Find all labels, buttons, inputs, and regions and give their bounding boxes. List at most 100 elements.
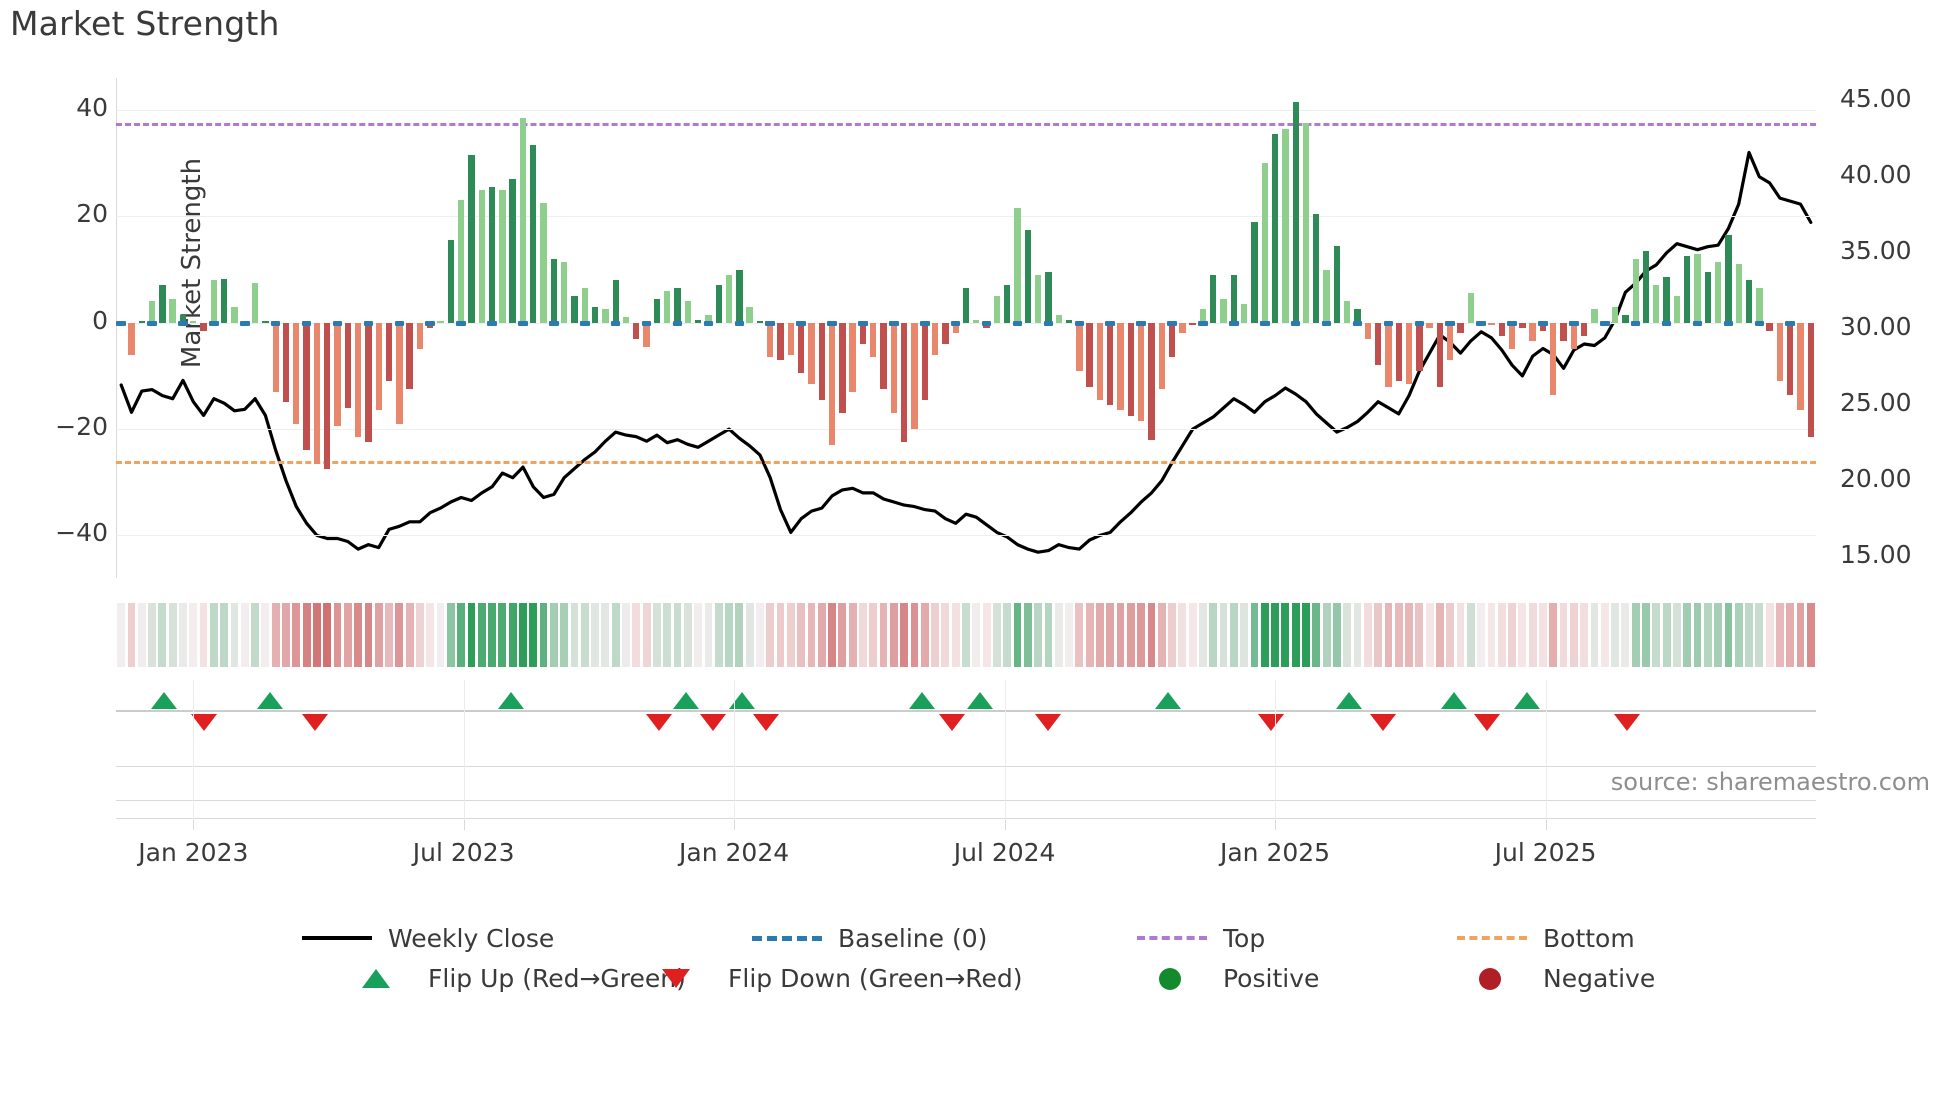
strength-bar bbox=[684, 301, 691, 323]
flip-baseline bbox=[116, 710, 1816, 712]
strength-bar bbox=[746, 306, 753, 323]
legend-item-flip-up[interactable]: Flip Up (Red→Green) bbox=[340, 958, 686, 998]
strength-bar bbox=[1189, 322, 1196, 326]
heatmap-cell bbox=[1765, 603, 1774, 667]
strength-bar bbox=[1725, 234, 1732, 323]
legend-item-bottom[interactable]: Bottom bbox=[1455, 918, 1635, 958]
baseline-tick bbox=[1229, 320, 1239, 326]
gridline bbox=[116, 322, 1816, 324]
heatmap-cell bbox=[683, 603, 692, 667]
weekly-close-line bbox=[119, 150, 1813, 554]
x-axis-tick bbox=[1275, 818, 1277, 830]
strength-bar bbox=[416, 322, 424, 350]
heatmap-cell bbox=[807, 603, 816, 667]
heatmap-cell bbox=[220, 603, 229, 667]
strength-bar bbox=[1498, 322, 1505, 336]
legend-item-flip-down[interactable]: Flip Down (Green→Red) bbox=[640, 958, 1023, 998]
heatmap-cell bbox=[694, 603, 703, 667]
heatmap-cell bbox=[395, 603, 404, 667]
heatmap-cell bbox=[1271, 603, 1279, 667]
strength-bar bbox=[447, 240, 455, 323]
heatmap-cell bbox=[271, 603, 280, 667]
strength-bar bbox=[159, 285, 166, 323]
heatmap-cell bbox=[714, 603, 723, 667]
heatmap-cell bbox=[735, 603, 744, 667]
strength-bar bbox=[736, 269, 743, 323]
strength-bar bbox=[1096, 322, 1104, 400]
triangle-up-icon bbox=[340, 967, 414, 989]
legend-item-top[interactable]: Top bbox=[1135, 918, 1265, 958]
strength-bar bbox=[251, 282, 259, 323]
heatmap-cell bbox=[652, 603, 661, 667]
heatmap-cell bbox=[889, 603, 898, 667]
heatmap-cell bbox=[251, 603, 259, 667]
strength-bar bbox=[1261, 163, 1268, 323]
heatmap-cell bbox=[632, 603, 641, 667]
heatmap-cell bbox=[642, 603, 651, 667]
legend-item-positive[interactable]: Positive bbox=[1135, 958, 1319, 998]
strength-bar bbox=[468, 155, 475, 323]
legend-item-weekly-close[interactable]: Weekly Close bbox=[300, 918, 554, 958]
flip-up-marker bbox=[498, 692, 525, 709]
solid-line-icon bbox=[300, 927, 374, 949]
dashed-blue-line-icon bbox=[750, 927, 824, 949]
heatmap-cell bbox=[519, 603, 527, 667]
heatmap-cell bbox=[797, 603, 806, 667]
heatmap-cell bbox=[1219, 603, 1228, 667]
strength-bar bbox=[1045, 272, 1052, 323]
heatmap-cell bbox=[230, 603, 239, 667]
baseline-tick bbox=[672, 320, 683, 326]
baseline-tick bbox=[363, 320, 374, 326]
baseline-tick bbox=[1785, 320, 1796, 326]
strength-bar bbox=[478, 189, 485, 323]
x-axis-tick bbox=[1545, 818, 1547, 830]
strength-bar bbox=[1292, 101, 1299, 323]
heatmap-cell bbox=[580, 603, 589, 667]
heatmap-cell bbox=[1363, 603, 1372, 667]
flip-down-marker bbox=[1258, 714, 1285, 731]
heatmap-cell bbox=[1003, 603, 1012, 667]
heatmap-cell bbox=[508, 603, 517, 667]
strength-bar bbox=[1137, 322, 1145, 422]
x-axis-tick bbox=[1004, 818, 1006, 830]
flip-down-marker bbox=[1369, 714, 1396, 731]
heatmap-cell bbox=[1466, 603, 1475, 667]
strength-bar bbox=[313, 322, 321, 464]
flip-up-marker bbox=[967, 692, 994, 709]
strength-bar bbox=[870, 322, 877, 358]
baseline-tick bbox=[1507, 320, 1517, 326]
dotted-purple-line-icon bbox=[1135, 927, 1209, 949]
baseline-tick bbox=[487, 320, 497, 326]
legend-item-baseline[interactable]: Baseline (0) bbox=[750, 918, 987, 958]
heatmap-cell bbox=[1260, 603, 1269, 667]
heatmap-cell bbox=[467, 603, 476, 667]
x-guide bbox=[1545, 680, 1547, 820]
flip-down-marker bbox=[1035, 714, 1062, 731]
flip-down-marker bbox=[301, 714, 328, 731]
strength-bar bbox=[633, 322, 640, 339]
baseline-tick bbox=[1012, 320, 1023, 326]
legend-item-negative[interactable]: Negative bbox=[1455, 958, 1655, 998]
heatmap-cell bbox=[776, 603, 785, 667]
baseline-tick bbox=[1290, 320, 1301, 326]
heatmap-cell bbox=[1590, 603, 1599, 667]
strength-bar bbox=[931, 322, 939, 355]
baseline-tick bbox=[641, 320, 652, 326]
heatmap-cell bbox=[972, 603, 981, 667]
strength-bar bbox=[1127, 322, 1135, 416]
baseline-tick bbox=[178, 320, 188, 326]
heatmap-cell bbox=[879, 603, 888, 667]
strength-bar bbox=[1374, 322, 1382, 366]
heatmap-cell bbox=[1096, 603, 1104, 667]
strength-bar bbox=[1344, 301, 1351, 323]
strength-bar bbox=[1076, 322, 1083, 371]
x-axis-label: Jul 2025 bbox=[1494, 838, 1597, 867]
strength-bar bbox=[1302, 123, 1310, 323]
baseline-tick bbox=[1321, 320, 1332, 326]
heatmap-cell bbox=[1703, 603, 1712, 667]
heatmap-cell bbox=[529, 603, 538, 667]
heatmap-cell bbox=[240, 603, 249, 667]
heatmap-cell bbox=[1168, 603, 1176, 667]
baseline-tick bbox=[1661, 320, 1672, 326]
